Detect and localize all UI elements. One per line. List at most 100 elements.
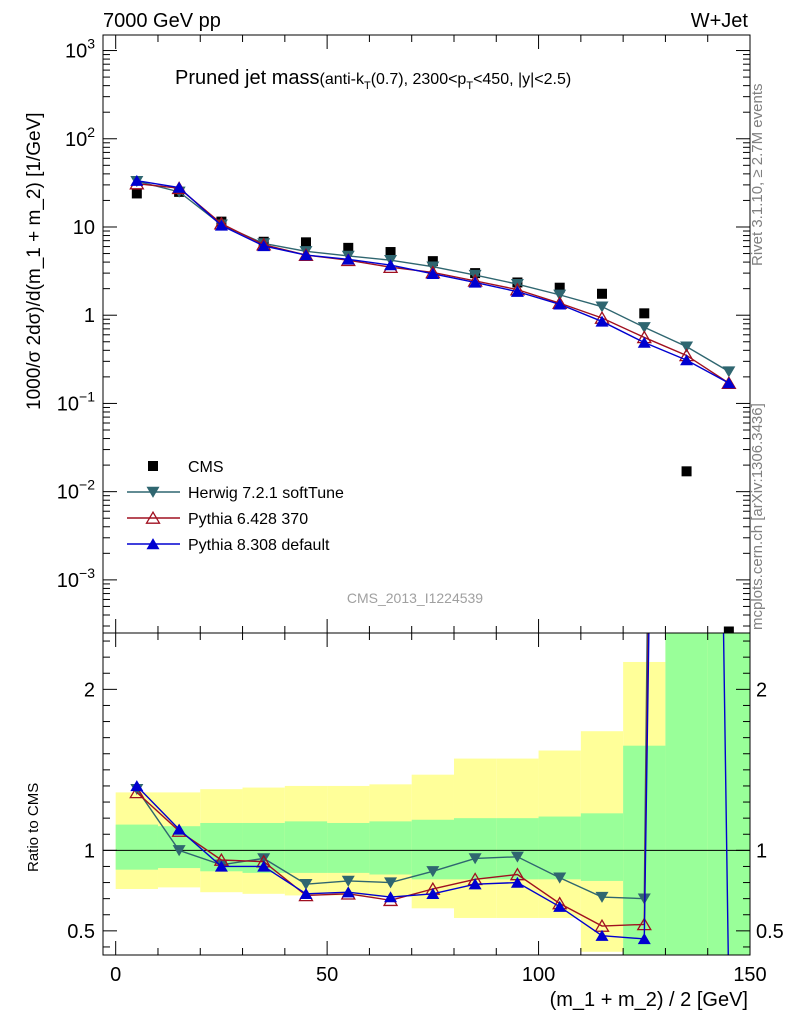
main-point-3-6 <box>384 259 398 271</box>
ratio-point-2-3 <box>257 860 271 872</box>
main-ytick-exponent: 2 <box>87 124 95 140</box>
main-point-1-11 <box>595 301 609 313</box>
main-point-3-13 <box>680 354 694 366</box>
ratio-y-axis-label: Ratio to CMS <box>25 783 42 872</box>
main-point-0-7 <box>427 256 438 267</box>
ratio-point-2-2 <box>214 860 228 872</box>
plot-title-sub2: T <box>466 80 473 92</box>
main-ytick-exponent: 3 <box>87 36 95 52</box>
main-point-0-12 <box>639 308 650 319</box>
ratio-point-0-11 <box>595 891 609 903</box>
main-ytick-exponent: −1 <box>79 388 95 404</box>
ratio-ytick-label-left: 0.5 <box>67 921 95 943</box>
green-band-13 <box>665 633 708 955</box>
main-point-3-4 <box>299 249 313 261</box>
main-point-3-14 <box>722 377 736 389</box>
green-band-4 <box>284 821 328 873</box>
main-series-line-2 <box>136 182 730 384</box>
main-point-0-10 <box>554 282 565 293</box>
ratio-panel-frame <box>102 632 751 956</box>
main-point-3-2 <box>214 219 228 231</box>
legend-marker-2 <box>145 510 161 524</box>
main-point-1-14 <box>722 366 736 378</box>
main-point-3-5 <box>341 253 355 265</box>
ratio-point-2-0 <box>130 780 144 792</box>
main-ytick-label: 103 <box>65 36 95 63</box>
main-ytick-label: 10−3 <box>57 565 95 592</box>
main-series-line-3 <box>136 179 730 384</box>
ratio-ytick-label-left: 1 <box>84 840 95 862</box>
main-point-0-14 <box>723 626 734 633</box>
main-ytick-base: 10 <box>57 393 79 415</box>
main-ytick-base: 10 <box>57 482 79 504</box>
main-series-0 <box>131 186 734 633</box>
main-ytick-label: 10−1 <box>57 388 95 415</box>
ratio-point-2-12 <box>637 933 651 945</box>
legend-label-2: Pythia 6.428 370 <box>188 511 308 528</box>
main-point-0-11 <box>596 288 607 299</box>
ratio-point-2-7 <box>426 887 440 900</box>
ratio-axis-ticks: 0 50 100 150 0.5 0.5 1 1 2 2 <box>67 633 784 986</box>
legend-marker-3 <box>146 538 160 550</box>
main-ytick-base: 1 <box>84 305 95 327</box>
green-band-9 <box>496 818 539 880</box>
main-point-1-13 <box>680 341 694 353</box>
main-point-0-0 <box>131 188 142 199</box>
ratio-ytick-label-left: 2 <box>84 679 95 701</box>
main-point-3-12 <box>637 336 651 348</box>
main-ytick-label: 10 <box>73 217 95 239</box>
plot-title-part1: (anti-k <box>320 71 365 88</box>
main-point-3-7 <box>426 267 440 279</box>
plot-title-part3: <450, |y|<2.5) <box>473 71 571 88</box>
main-ytick-label: 1 <box>84 305 95 327</box>
plot-title-sub1: T <box>364 80 371 92</box>
main-point-3-11 <box>595 315 609 327</box>
main-point-3-8 <box>468 276 482 288</box>
main-point-3-10 <box>553 298 567 310</box>
plot-title: Pruned jet mass(anti-kT(0.7), 2300<pT<45… <box>175 67 571 92</box>
ratio-xtick-label: 100 <box>522 964 555 986</box>
green-band-10 <box>538 816 581 880</box>
main-point-3-1 <box>172 181 186 193</box>
main-ytick-exponent: −3 <box>79 565 95 581</box>
ratio-series-group <box>129 633 729 955</box>
legend-label-3: Pythia 8.308 default <box>188 537 330 554</box>
analysis-watermark: CMS_2013_I1224539 <box>347 590 483 606</box>
x-axis-label: (m_1 + m_2) / 2 [GeV] <box>550 989 748 1011</box>
main-point-3-3 <box>257 240 271 252</box>
main-ytick-base: 10 <box>65 129 87 151</box>
main-point-0-13 <box>681 466 692 477</box>
main-ytick-base: 10 <box>57 570 79 592</box>
ratio-series-0 <box>130 633 651 905</box>
ratio-point-2-11 <box>595 929 609 941</box>
mcplots-side-label: mcplots.cern.ch [arXiv:1306.3436] <box>749 403 766 630</box>
ratio-ytick-label-right: 2 <box>756 679 767 701</box>
ratio-xtick-label: 0 <box>110 964 121 986</box>
legend-marker-0 <box>148 461 158 471</box>
ratio-xtick-label: 50 <box>316 964 338 986</box>
ratio-point-1-0 <box>129 785 145 799</box>
ratio-ytick-label-right: 1 <box>756 840 767 862</box>
ratio-ytick-label-right: 0.5 <box>756 921 784 943</box>
ratio-uncertainty-bands <box>103 633 750 955</box>
main-point-0-6 <box>385 247 396 258</box>
main-series-3 <box>130 174 736 389</box>
ratio-point-0-4 <box>299 878 313 891</box>
ratio-point-2-4 <box>299 887 313 900</box>
main-point-1-10 <box>553 289 567 301</box>
green-band-8 <box>453 818 497 880</box>
main-point-3-0 <box>130 174 144 186</box>
legend-label-0: CMS <box>188 459 224 476</box>
ratio-point-0-3 <box>257 853 271 865</box>
ratio-point-0-10 <box>553 872 567 884</box>
legend-marker-1 <box>146 486 160 498</box>
ratio-point-0-8 <box>468 853 482 865</box>
main-series-group <box>129 174 737 633</box>
main-ytick-base: 10 <box>73 217 95 239</box>
main-ytick-label: 102 <box>65 124 95 151</box>
main-series-2 <box>129 176 737 389</box>
ratio-point-0-1 <box>172 845 186 857</box>
green-band-5 <box>327 822 370 873</box>
